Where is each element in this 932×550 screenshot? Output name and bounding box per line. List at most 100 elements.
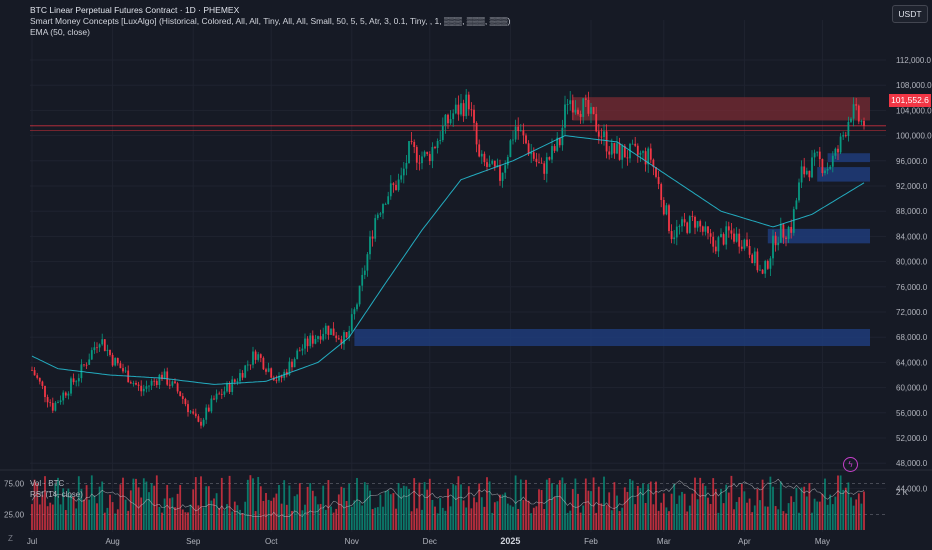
volume-bar [184,512,187,530]
candle [535,158,538,162]
volume-bar [649,481,652,530]
volume-bar [202,507,205,530]
volume-bar [847,482,850,530]
candle [259,354,262,358]
candle [725,226,728,245]
volume-bar [834,496,837,530]
candle [293,359,296,368]
candle [135,382,137,385]
candle [148,385,150,387]
volume-bar [844,487,847,530]
candle [467,94,470,110]
candle [194,413,197,417]
lightning-alert-icon[interactable]: ϟ [843,457,858,472]
symbol-title[interactable]: BTC Linear Perpetual Futures Contract · … [30,5,240,15]
volume-bar [519,479,522,530]
volume-bar [478,483,481,530]
candle [694,216,696,228]
volume-bar [720,488,722,530]
x-tick-label: Dec [423,537,437,546]
volume-bar [545,479,548,530]
candle [683,219,686,223]
candle [439,140,442,141]
candle [800,166,803,183]
candle [376,214,379,219]
volume-bar [597,486,600,530]
candle [408,141,410,163]
candle [423,151,426,157]
volume-bar [44,476,46,530]
y-tick-label: 104,000.0 [896,106,932,115]
indicator-smc-label[interactable]: Smart Money Concepts [LuxAlgo] (Historic… [30,16,511,26]
candle [291,361,293,368]
volume-bar [733,509,735,530]
candle [571,100,574,113]
volume-bar [522,500,525,530]
currency-button[interactable]: USDT [892,5,928,23]
candle [553,146,556,151]
candle [265,369,267,372]
candle [738,233,741,247]
candle [839,136,842,153]
indicator-ema-label[interactable]: EMA (50, close) [30,27,90,37]
candle [41,381,44,386]
candle [678,226,681,228]
volume-bar [376,507,379,530]
volume-bar [246,479,249,530]
volume-bar [842,489,845,530]
volume-label[interactable]: Vol · BTC [30,479,65,488]
volume-bar [145,481,148,530]
candle [90,350,93,360]
volume-bar [595,512,598,530]
candle [64,392,67,396]
volume-bar [701,483,704,530]
candle [462,103,465,117]
volume-bar [811,512,813,530]
volume-bar [621,507,624,530]
volume-bar [675,503,678,530]
y-tick-label: 72,000.0 [896,308,928,317]
candle [548,157,551,160]
candle [644,151,647,165]
candle [496,165,499,167]
candle [337,338,340,340]
candle [681,219,683,227]
volume-bar [345,500,348,530]
volume-bar [70,494,72,530]
candle [621,145,624,160]
volume-bar [465,507,468,530]
volume-bar [103,512,106,530]
volume-bar [574,478,577,530]
volume-bar [434,506,436,530]
volume-bar [371,509,374,530]
volume-bar [470,508,473,530]
candle [101,339,104,345]
demand-order-block [817,167,870,182]
candle [691,216,694,218]
volume-bar [330,506,332,530]
candle [366,254,369,271]
candle [616,143,618,154]
candle [543,163,546,174]
candle [597,131,600,137]
corner-left-label[interactable]: Z [8,534,13,543]
candle [735,233,738,242]
volume-bar [774,506,777,530]
candle [197,416,200,422]
candle [332,328,335,336]
candle [811,157,813,178]
candle [491,160,494,164]
rsi-label[interactable]: RSI (14, close) [30,490,83,499]
volume-bar [582,505,585,530]
volume-bar [363,482,366,530]
candle [785,237,787,239]
candle [361,274,364,286]
candle [863,120,865,126]
candle [769,258,772,269]
candle [764,261,767,274]
candle [777,242,780,246]
volume-bar [499,494,501,530]
x-tick-label: Nov [345,537,359,546]
